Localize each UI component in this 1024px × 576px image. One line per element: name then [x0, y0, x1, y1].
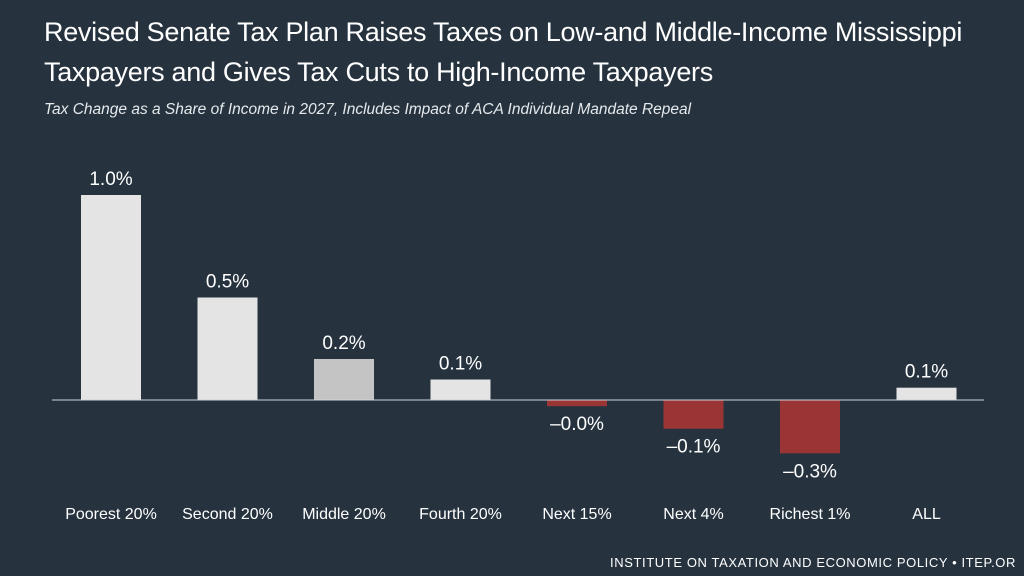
value-label: –0.0%	[550, 414, 604, 435]
source-footer: INSTITUTE ON TAXATION AND ECONOMIC POLIC…	[610, 555, 1016, 570]
value-label-group: 1.0% 0.5% 0.2% 0.1% –0.0% –0.1% –0.3% 0.1%	[89, 169, 948, 482]
value-label: –0.3%	[783, 461, 837, 482]
value-label: –0.1%	[667, 437, 721, 458]
bar-fourth-20	[430, 379, 491, 400]
value-label: 0.1%	[905, 362, 948, 383]
chart-subtitle: Tax Change as a Share of Income in 2027,…	[44, 101, 692, 118]
bar-poorest-20	[81, 195, 141, 400]
bar-next-4	[663, 400, 724, 429]
value-label: 0.5%	[206, 272, 249, 293]
bar-second-20	[197, 297, 258, 400]
chart-title: Revised Senate Tax Plan Raises Taxes on …	[44, 17, 963, 87]
bar-group	[81, 195, 957, 454]
category-label: Poorest 20%	[65, 506, 157, 523]
category-label-group: Poorest 20% Second 20% Middle 20% Fourth 20…	[65, 506, 941, 523]
bar-middle-20	[314, 359, 374, 400]
category-label: Middle 20%	[302, 506, 386, 523]
category-label: Next 4%	[663, 506, 723, 523]
value-label: 0.1%	[439, 354, 482, 375]
category-label: Richest 1%	[770, 506, 851, 523]
bar-richest-1	[780, 400, 840, 454]
category-label: ALL	[912, 506, 941, 523]
category-label: Next 15%	[542, 506, 611, 523]
category-label: Second 20%	[182, 506, 273, 523]
value-label: 1.0%	[89, 169, 132, 190]
bar-all	[896, 387, 957, 400]
bar-next-15	[547, 400, 607, 407]
value-label: 0.2%	[322, 333, 365, 354]
category-label: Fourth 20%	[419, 506, 502, 523]
